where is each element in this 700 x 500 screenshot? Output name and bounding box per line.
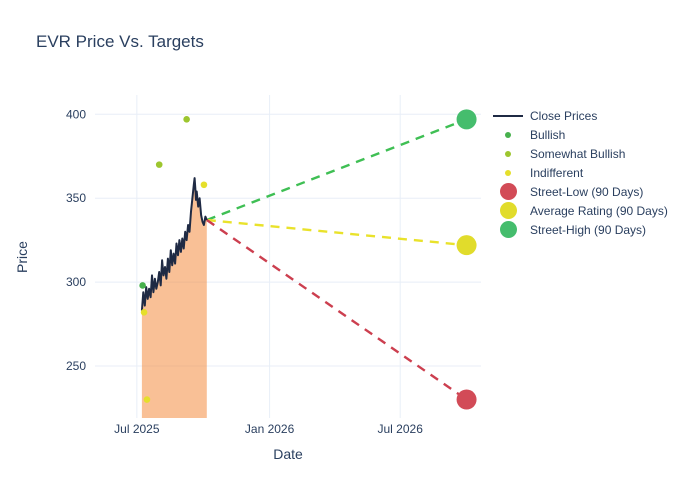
legend-dot-swatch — [488, 183, 528, 200]
legend-item-bullish[interactable]: Bullish — [488, 125, 668, 144]
legend-dot-swatch — [488, 202, 528, 219]
legend-dot-swatch — [488, 150, 528, 157]
legend-item-label: Indifferent — [530, 165, 584, 180]
target-marker-average[interactable] — [456, 235, 477, 256]
rating-dot-somewhat-bullish[interactable] — [155, 161, 163, 168]
chart-title: EVR Price Vs. Targets — [36, 32, 204, 51]
legend-line-swatch — [488, 114, 528, 117]
rating-dot-somewhat-bullish[interactable] — [183, 116, 190, 123]
target-marker-street-low[interactable] — [456, 389, 477, 410]
legend-item-somewhat-bullish[interactable]: Somewhat Bullish — [488, 144, 668, 163]
legend-dot-swatch — [488, 169, 528, 176]
y-tick-label: 300 — [66, 275, 86, 289]
legend-marker-icon — [499, 183, 517, 200]
target-marker-street-high[interactable] — [456, 109, 477, 130]
legend-marker-icon — [505, 169, 511, 176]
x-tick-label: Jul 2025 — [114, 422, 160, 436]
y-tick-label: 350 — [66, 191, 86, 205]
x-axis-title: Date — [273, 446, 303, 462]
legend-dot-swatch — [488, 221, 528, 238]
projection-line-street-low — [206, 219, 468, 401]
legend-item-close-prices[interactable]: Close Prices — [488, 106, 668, 125]
legend-item-label: Street-Low (90 Days) — [530, 184, 644, 199]
legend-item-average-rating-90-days[interactable]: Average Rating (90 Days) — [488, 201, 668, 220]
rating-dot-indifferent[interactable] — [200, 181, 208, 189]
legend-marker-icon — [505, 150, 511, 157]
series-layer — [139, 109, 477, 418]
legend-item-label: Average Rating (90 Days) — [530, 203, 668, 218]
legend-marker-icon — [493, 114, 523, 117]
y-axis-title: Price — [14, 241, 30, 273]
close-price-area — [141, 178, 207, 418]
projection-line-average — [206, 218, 467, 247]
legend-item-label: Somewhat Bullish — [530, 146, 626, 161]
legend-marker-icon — [499, 202, 517, 219]
tick-layer: 250 300 350 400 Jul 2025 Jan 2026 Jul 2026 — [66, 107, 423, 436]
legend-item-label: Bullish — [530, 127, 566, 142]
legend-item-street-low-90-days[interactable]: Street-Low (90 Days) — [488, 182, 668, 201]
legend: Close Prices Bullish Somewhat Bullish Indif… — [488, 106, 668, 239]
rating-dot-bullish[interactable] — [139, 282, 146, 289]
close-price-line — [140, 177, 208, 311]
x-tick-label: Jul 2026 — [378, 422, 424, 436]
legend-item-indifferent[interactable]: Indifferent — [488, 163, 668, 182]
rating-dot-indifferent[interactable] — [143, 396, 151, 403]
legend-item-label: Close Prices — [530, 108, 598, 123]
legend-item-street-high-90-days[interactable]: Street-High (90 Days) — [488, 220, 668, 239]
legend-marker-icon — [505, 131, 511, 138]
y-tick-label: 250 — [66, 359, 86, 373]
legend-item-label: Street-High (90 Days) — [530, 222, 647, 237]
legend-marker-icon — [499, 221, 517, 238]
rating-dot-indifferent[interactable] — [140, 308, 148, 316]
legend-dot-swatch — [488, 131, 528, 138]
projection-line-street-high — [206, 118, 468, 222]
y-tick-label: 400 — [66, 107, 86, 121]
x-tick-label: Jan 2026 — [245, 422, 295, 436]
